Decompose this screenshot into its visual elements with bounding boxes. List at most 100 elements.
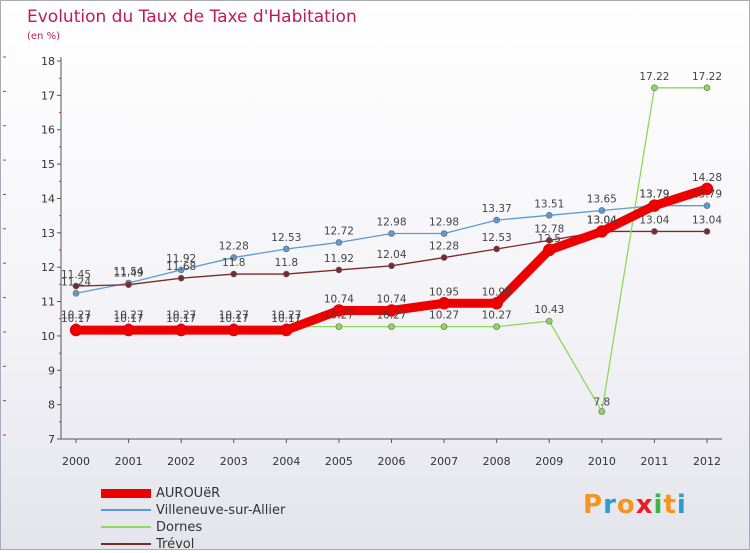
data-point [703,202,711,209]
data-point [440,254,448,261]
legend-swatch-aurouer [101,489,151,498]
data-label: 13.51 [534,198,564,210]
x-tick-label: 2009 [535,455,563,468]
data-point [493,323,500,330]
data-point [283,270,290,278]
data-label: 12.72 [324,225,354,237]
logo-letter: o [616,490,636,520]
x-tick-label: 2005 [325,455,353,468]
data-label: 10.17 [271,313,301,325]
data-label: 10.43 [534,304,564,316]
data-label: 7.8 [593,397,610,409]
x-tick-label: 2002 [167,455,195,468]
x-tick-label: 2008 [483,455,511,468]
data-label: 13.04 [587,214,617,226]
data-point [545,237,553,244]
data-label: 10.27 [166,310,196,322]
data-label: 12.78 [534,223,564,235]
data-label: 13.79 [692,189,722,201]
data-label: 10.27 [114,310,144,322]
data-label: 13.79 [639,189,669,201]
data-label: 11.45 [61,269,91,281]
x-tick-label: 2001 [115,455,143,468]
chart-subtitle: (en %) [27,31,60,42]
data-point [388,230,395,237]
data-label: 10.74 [376,293,406,305]
data-label: 13.04 [587,214,617,226]
data-label: 11.49 [114,268,144,280]
data-point [648,199,661,212]
data-label: 10.27 [482,310,512,322]
data-label: 10.95 [429,286,459,298]
data-label: 11.8 [275,257,298,269]
logo-letter: i [676,490,687,520]
data-point [440,323,448,330]
data-point [122,323,135,337]
data-label: 12.04 [376,249,406,261]
data-label: 12.28 [219,241,249,253]
legend-swatch-villeneuve [101,509,151,511]
data-point [437,297,451,310]
legend-label-dornes: Dornes [156,520,203,535]
data-point [227,323,240,337]
y-tick-label: 17 [41,89,55,102]
logo-letter: x [635,490,654,520]
data-point [493,245,500,253]
data-point [493,216,500,224]
data-point [543,243,556,257]
data-point [177,266,185,274]
data-label: 10.17 [166,313,196,325]
legend-label-trevol: Trévol [156,537,195,552]
x-tick-label: 2011 [640,455,668,468]
data-point [280,323,293,337]
legend-label-villeneuve: Villeneuve-sur-Allier [156,503,286,518]
chart-title: Evolution du Taux de Taxe d'Habitation [27,7,357,27]
data-point [385,304,398,317]
x-tick-label: 2003 [220,455,248,468]
data-label: 11.68 [166,261,196,273]
y-tick-label: 10 [41,330,55,343]
data-point [72,282,80,290]
data-point [703,84,711,92]
logo-letter: i [653,490,664,520]
logo-letter: P [583,490,604,520]
data-label: 10.27 [429,310,459,322]
data-label: 10.95 [482,286,512,298]
data-point [283,245,290,253]
data-point [651,228,658,235]
data-label: 10.27 [61,310,91,322]
data-label: 12.53 [482,232,512,244]
y-tick-label: 13 [41,227,55,240]
data-point [388,262,395,270]
x-tick-label: 2007 [430,455,458,468]
data-label: 11.92 [324,253,354,265]
data-point [703,228,711,235]
data-label: 13.37 [482,203,512,215]
data-point [545,211,553,219]
data-point [335,266,343,274]
y-tick-label: 16 [41,124,55,137]
logo-letter: r [603,490,617,520]
data-label: 13.79 [639,189,669,201]
legend-label-aurouer: AUROUëR [156,486,221,501]
data-label: 11.8 [222,257,245,269]
data-point [174,323,188,337]
data-label: 13.65 [587,193,617,205]
legend-swatch-trevol [101,543,151,545]
data-label: 11.54 [114,266,144,278]
data-point [440,230,448,237]
data-point [595,225,609,238]
data-label: 12.98 [376,217,406,229]
y-tick-label: 8 [48,399,55,412]
logo-letter: t [663,490,677,520]
data-label: 10.17 [61,313,91,325]
data-label: 11.92 [166,253,196,265]
data-label: 14.28 [692,172,722,184]
proxiti-logo: Proxiti [583,490,687,520]
data-point [332,304,346,317]
y-tick-label: 7 [48,433,55,446]
data-label: 12.53 [271,232,301,244]
y-tick-label: 12 [41,261,55,274]
